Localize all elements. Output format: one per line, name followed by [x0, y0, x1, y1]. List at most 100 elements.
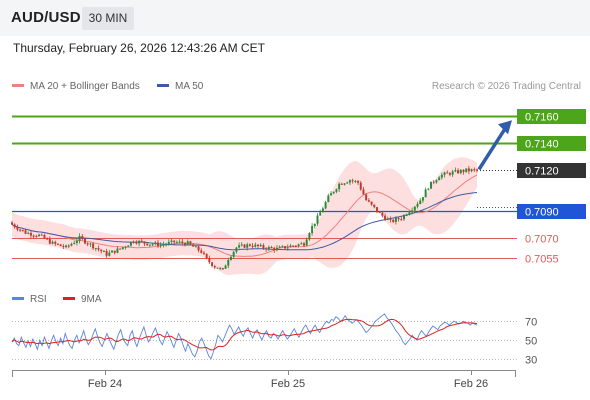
level-label-0.7160: 0.7160: [525, 112, 559, 124]
candle-body: [154, 242, 157, 245]
candle-body: [40, 234, 43, 236]
candle-body: [270, 247, 273, 249]
candle: [354, 179, 357, 184]
candle-body: [294, 245, 297, 247]
candle-body: [302, 243, 305, 246]
candle-body: [332, 191, 335, 194]
candle: [243, 243, 246, 249]
candle: [278, 245, 281, 249]
candle-body: [29, 232, 32, 236]
candle: [19, 228, 22, 233]
candle-body: [108, 252, 111, 256]
level-label-0.7070: 0.7070: [525, 234, 559, 246]
candle: [275, 245, 278, 252]
candle: [27, 231, 30, 235]
candle-body: [62, 246, 65, 248]
candle: [129, 241, 132, 247]
candle: [340, 182, 343, 185]
candle: [324, 200, 327, 210]
candle-body: [221, 268, 224, 270]
candle-body: [454, 170, 457, 172]
candle-body: [300, 243, 303, 245]
candle-body: [27, 232, 30, 234]
candle: [46, 237, 49, 241]
candle-body: [197, 246, 200, 251]
candle: [111, 250, 114, 253]
candle-body: [394, 218, 397, 222]
candle: [105, 248, 108, 258]
candle: [38, 233, 41, 237]
candle: [448, 172, 451, 177]
candle-body: [286, 247, 289, 249]
candle: [202, 250, 205, 256]
candle: [348, 179, 351, 185]
candle: [94, 247, 97, 252]
candle: [65, 244, 68, 249]
x-tick-label: Feb 24: [88, 378, 122, 390]
rsi-panel: 70 50 30: [11, 313, 537, 367]
candle-body: [438, 177, 441, 181]
candle-body: [186, 241, 189, 246]
candle: [148, 244, 151, 248]
candle-body: [89, 243, 92, 245]
candle-body: [305, 239, 308, 246]
candle: [430, 181, 433, 189]
candle-body: [248, 244, 251, 246]
candle-body: [273, 247, 276, 251]
candle-body: [313, 223, 316, 227]
candle-body: [459, 169, 462, 174]
candle-body: [143, 241, 146, 244]
candle: [89, 242, 92, 247]
candle-body: [113, 250, 116, 253]
candle-body: [443, 172, 446, 175]
candle-body: [281, 246, 284, 248]
candle-body: [200, 250, 203, 253]
candle-body: [465, 168, 468, 172]
candle: [289, 244, 292, 248]
candle-body: [370, 201, 373, 205]
candle-body: [321, 208, 324, 213]
candle: [389, 216, 392, 223]
candle-body: [354, 180, 357, 182]
candle-body: [357, 180, 360, 183]
candle: [92, 242, 95, 251]
candle-body: [83, 238, 86, 244]
rsi-line: [11, 313, 478, 360]
candle: [367, 198, 370, 203]
legend-rsi: RSI: [12, 294, 47, 305]
candle-body: [232, 251, 235, 257]
pair-title: AUD/USD: [11, 9, 81, 26]
candle-body: [362, 189, 365, 195]
candle: [365, 193, 368, 201]
candle-body: [70, 243, 73, 246]
candle: [362, 186, 365, 195]
candle-body: [102, 250, 105, 252]
candle: [175, 240, 178, 244]
candle: [167, 239, 170, 246]
candle-body: [308, 233, 311, 240]
candle: [332, 191, 335, 195]
candle-body: [229, 256, 232, 260]
candle-body: [257, 244, 260, 247]
candle: [292, 245, 295, 248]
candle-body: [13, 224, 16, 228]
candle: [156, 239, 159, 249]
candle: [394, 215, 397, 225]
bollinger-band-area: [12, 157, 477, 275]
ma50-line: [11, 192, 478, 251]
candle: [48, 236, 51, 245]
candle: [70, 242, 73, 247]
candle: [370, 201, 373, 206]
candle-body: [135, 242, 138, 244]
candle: [273, 246, 276, 253]
candle-body: [259, 244, 262, 247]
timeframe-button[interactable]: 30 MIN: [82, 7, 134, 30]
candle: [416, 201, 419, 209]
candle-body: [311, 226, 314, 234]
candle-body: [165, 244, 168, 246]
candle-body: [397, 218, 400, 220]
rsi-swatch: [12, 296, 24, 300]
candle: [146, 243, 149, 246]
candle-body: [251, 245, 254, 247]
candle: [403, 213, 406, 222]
